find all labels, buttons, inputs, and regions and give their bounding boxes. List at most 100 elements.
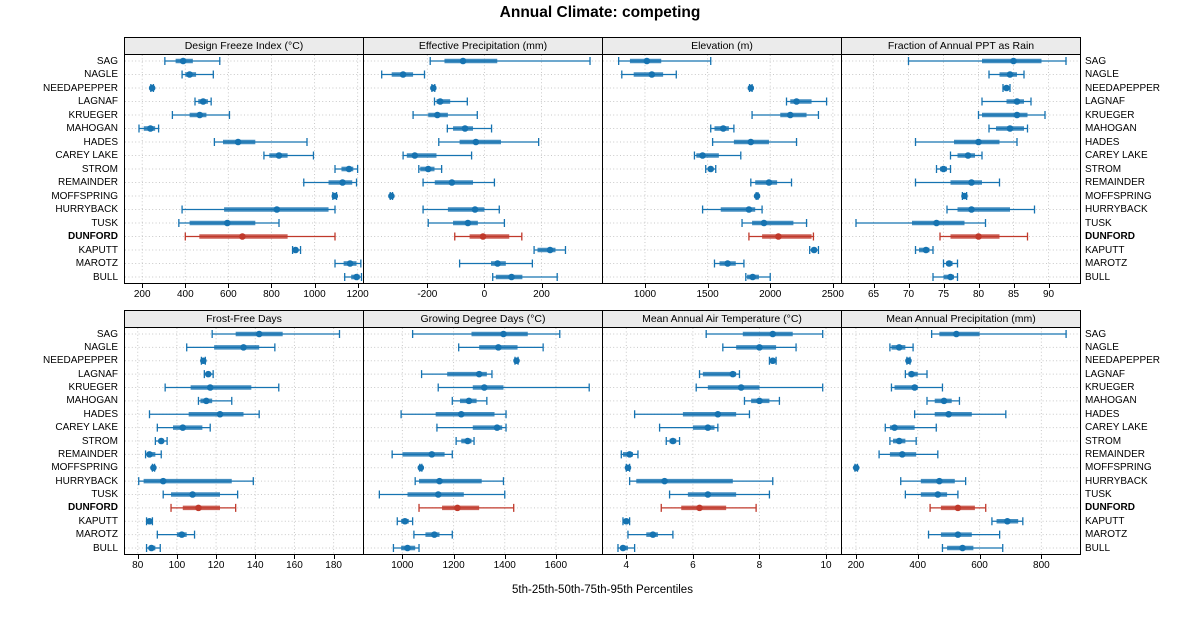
axis-tick [978,284,980,288]
axis-tick-label: 1200 [442,560,465,571]
axis-tick-label: 65 [867,289,880,300]
percentile-mark-mahogan [743,396,781,405]
percentile-mark-bull [392,544,420,552]
site-label-left-bull: BULL [92,271,118,283]
percentile-mark-dunford [418,503,515,512]
percentile-mark-krueger [751,111,820,119]
percentile-mark-needapepper [513,356,520,365]
panel-mean-annual-air-temperature-c [602,327,842,555]
axis-tick-label: 4 [623,560,630,571]
percentile-mark-moffspring [417,463,425,472]
percentile-mark-hades [213,138,308,146]
percentile-mark-dunford [939,232,1029,241]
percentile-mark-strom [455,437,475,445]
axis-tick [1048,284,1050,288]
percentile-mark-carey-lake [402,151,473,160]
percentile-mark-kaputt [145,517,154,526]
site-label-left-needapepper: NEEDAPEPPER [42,355,118,367]
percentile-mark-remainder [878,450,939,459]
chart-title: Annual Climate: competing [499,4,701,21]
percentile-mark-bull [932,273,959,281]
site-label-left-hurryback: HURRYBACK [55,475,118,487]
axis-tick [555,555,557,559]
axis-tick [943,284,945,288]
axis-tick [294,555,296,559]
percentile-mark-strom [418,165,443,173]
percentile-mark-marotz [458,259,534,268]
percentile-mark-hades [633,410,751,419]
site-label-right-remainder: REMAINDER [1085,448,1146,460]
axis-tick-label: 200 [533,289,550,300]
percentile-mark-marotz [627,530,674,539]
percentile-mark-mahogan [197,396,233,405]
axis-tick-label: 600 [971,560,988,571]
axis-tick [185,284,187,288]
percentile-mark-moffspring [624,463,632,472]
axis-tick-label: 100 [168,560,186,571]
percentile-mark-tusk [378,490,506,499]
percentile-mark-needapepper [1002,84,1011,92]
percentile-mark-tusk [904,490,959,499]
site-label-right-marotz: MAROTZ [1085,258,1128,269]
axis-tick [541,284,543,288]
percentile-mark-hurryback [701,205,763,214]
percentile-mark-kaputt [914,246,934,254]
percentile-mark-sag [930,330,1067,338]
axis-tick [402,555,404,559]
axis-tick [271,284,273,288]
site-label-left-hades: HADES [83,408,118,420]
site-label-left-mahogan: MAHOGAN [66,123,118,134]
strip-title-fraction-of-annual-ppt-as-rain: Fraction of Annual PPT as Rain [841,37,1081,55]
chart-caption: 5th-25th-50th-75th-95th Percentiles [512,584,693,596]
axis-tick-label: 160 [286,560,303,571]
percentile-mark-sag [411,330,561,338]
axis-tick-label: 180 [325,560,342,571]
percentile-mark-hades [914,138,1018,146]
percentile-mark-dunford [454,232,523,241]
site-label-right-mahogan: MAHOGAN [1085,123,1137,134]
percentile-mark-lagnaf [785,97,828,106]
percentile-mark-strom [889,437,917,445]
site-label-left-strom: STROM [81,435,118,447]
site-label-right-moffspring: MOFFSPRING [1085,190,1152,202]
site-label-left-remainder: REMAINDER [57,448,118,460]
percentile-mark-krueger [437,383,590,392]
percentile-mark-krueger [890,383,944,392]
percentile-mark-hades [148,410,260,419]
percentile-mark-moffspring [961,192,968,200]
site-label-left-lagnaf: LAGNAF [77,96,118,107]
axis-tick-label: 1000 [391,560,414,571]
site-label-right-lagnaf: LAGNAF [1085,368,1126,380]
percentile-mark-krueger [695,383,824,392]
percentile-mark-tusk [855,219,987,227]
site-label-right-nagle: NAGLE [1085,69,1119,80]
percentile-mark-marotz [942,259,959,268]
panel-effective-precipitation-mm [363,54,603,284]
axis-tick-label: 1500 [696,289,719,300]
percentile-mark-remainder [914,178,1001,187]
panel-mean-annual-precipitation-mm [841,327,1081,555]
percentile-mark-marotz [713,259,745,268]
site-label-right-marotz: MAROTZ [1085,529,1128,541]
site-label-left-tusk: TUSK [91,489,118,500]
percentile-mark-krueger [171,111,231,119]
site-label-right-hurryback: HURRYBACK [1085,204,1148,215]
site-label-left-moffspring: MOFFSPRING [51,190,118,202]
site-label-right-bull: BULL [1085,542,1111,554]
axis-tick-label: 600 [220,289,237,300]
site-label-left-hades: HADES [83,136,118,148]
site-label-right-tusk: TUSK [1085,217,1112,229]
percentile-mark-mahogan [988,124,1029,133]
site-label-left-kaputt: KAPUTT [78,515,118,527]
percentile-mark-bull [617,544,636,552]
percentile-mark-hurryback [138,477,254,486]
percentile-mark-marotz [156,530,196,539]
percentile-mark-mahogan [710,124,735,133]
percentile-mark-dunford [184,232,336,241]
percentile-mark-hades [438,138,540,146]
percentile-mark-nagle [186,343,276,352]
percentile-mark-sag [164,57,221,65]
percentile-mark-tusk [668,490,771,499]
axis-tick [692,555,694,559]
panel-frost-free-days [124,327,364,555]
